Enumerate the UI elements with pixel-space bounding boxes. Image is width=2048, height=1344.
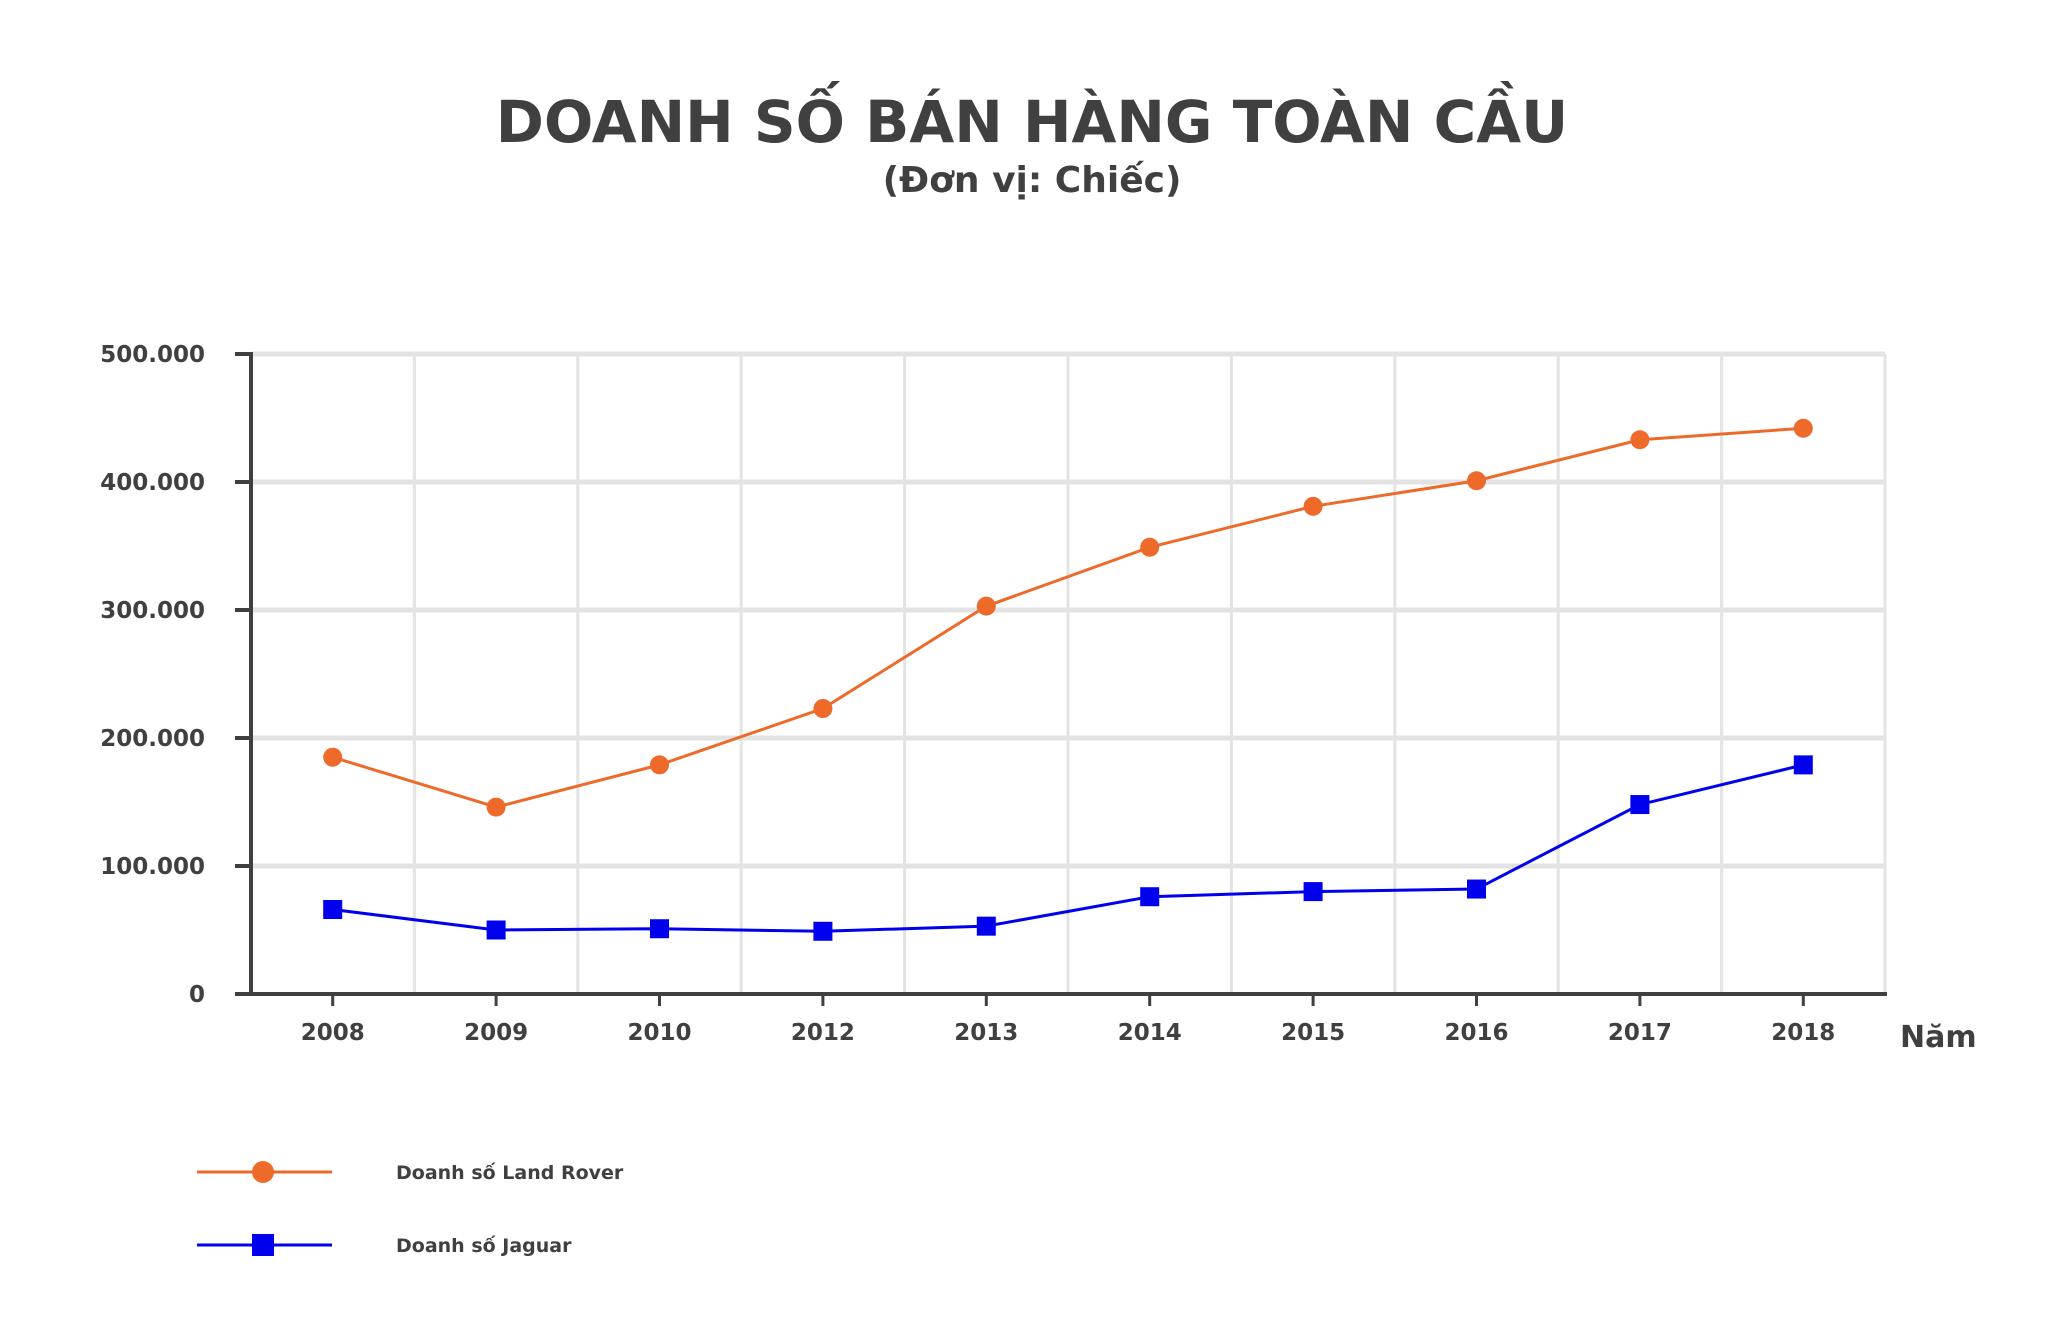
- x-tick-label: 2015: [1281, 1020, 1345, 1046]
- x-tick-label: 2008: [301, 1020, 365, 1046]
- data-point-square: [1140, 887, 1160, 907]
- x-axis-label: Năm: [1900, 1020, 1977, 1055]
- data-point-circle: [976, 596, 996, 616]
- y-tick-label: 200.000: [100, 726, 205, 752]
- data-point-circle: [486, 797, 506, 817]
- data-point-square: [1467, 879, 1486, 899]
- data-point-circle: [1630, 430, 1650, 450]
- data-point-square: [813, 921, 833, 941]
- data-point-circle: [323, 747, 343, 767]
- x-tick-label: 2016: [1444, 1020, 1508, 1046]
- y-tick-label: 400.000: [100, 470, 205, 496]
- series-line-0: [332, 426, 1804, 809]
- chart-title: DOANH SỐ BÁN HÀNG TOÀN CẦU: [495, 88, 1569, 156]
- legend-label: Doanh số Jaguar: [396, 1234, 572, 1257]
- data-point-square: [976, 916, 996, 936]
- data-point-circle: [1140, 537, 1160, 557]
- legend-label: Doanh số Land Rover: [396, 1161, 624, 1184]
- data-point-square: [650, 919, 669, 939]
- x-tick-label: 2014: [1118, 1020, 1182, 1046]
- data-point-square: [1793, 755, 1813, 775]
- data-point-square: [1303, 882, 1323, 902]
- data-point-square: [1630, 795, 1650, 815]
- data-point-square: [486, 920, 506, 940]
- y-tick-label: 100.000: [100, 854, 205, 880]
- data-point-circle: [650, 755, 669, 775]
- x-tick-label: 2009: [464, 1020, 528, 1046]
- data-point-circle: [1793, 418, 1813, 438]
- series-line-1: [332, 763, 1804, 933]
- y-tick-label: 500.000: [100, 342, 205, 368]
- chart-subtitle: (Đơn vị: Chiếc): [882, 160, 1182, 201]
- data-point-circle: [1303, 496, 1323, 516]
- y-tick-label: 300.000: [100, 598, 205, 624]
- x-tick-label: 2010: [627, 1020, 691, 1046]
- y-tick-label: 0: [189, 982, 205, 1008]
- legend-marker-square: [252, 1234, 274, 1256]
- data-point-circle: [813, 699, 833, 719]
- data-point-square: [323, 900, 343, 920]
- x-tick-label: 2012: [791, 1020, 855, 1046]
- data-point-circle: [1467, 471, 1486, 491]
- x-tick-label: 2018: [1771, 1020, 1835, 1046]
- x-tick-label: 2013: [954, 1020, 1018, 1046]
- legend-marker-circle: [252, 1161, 274, 1183]
- x-tick-label: 2017: [1608, 1020, 1672, 1046]
